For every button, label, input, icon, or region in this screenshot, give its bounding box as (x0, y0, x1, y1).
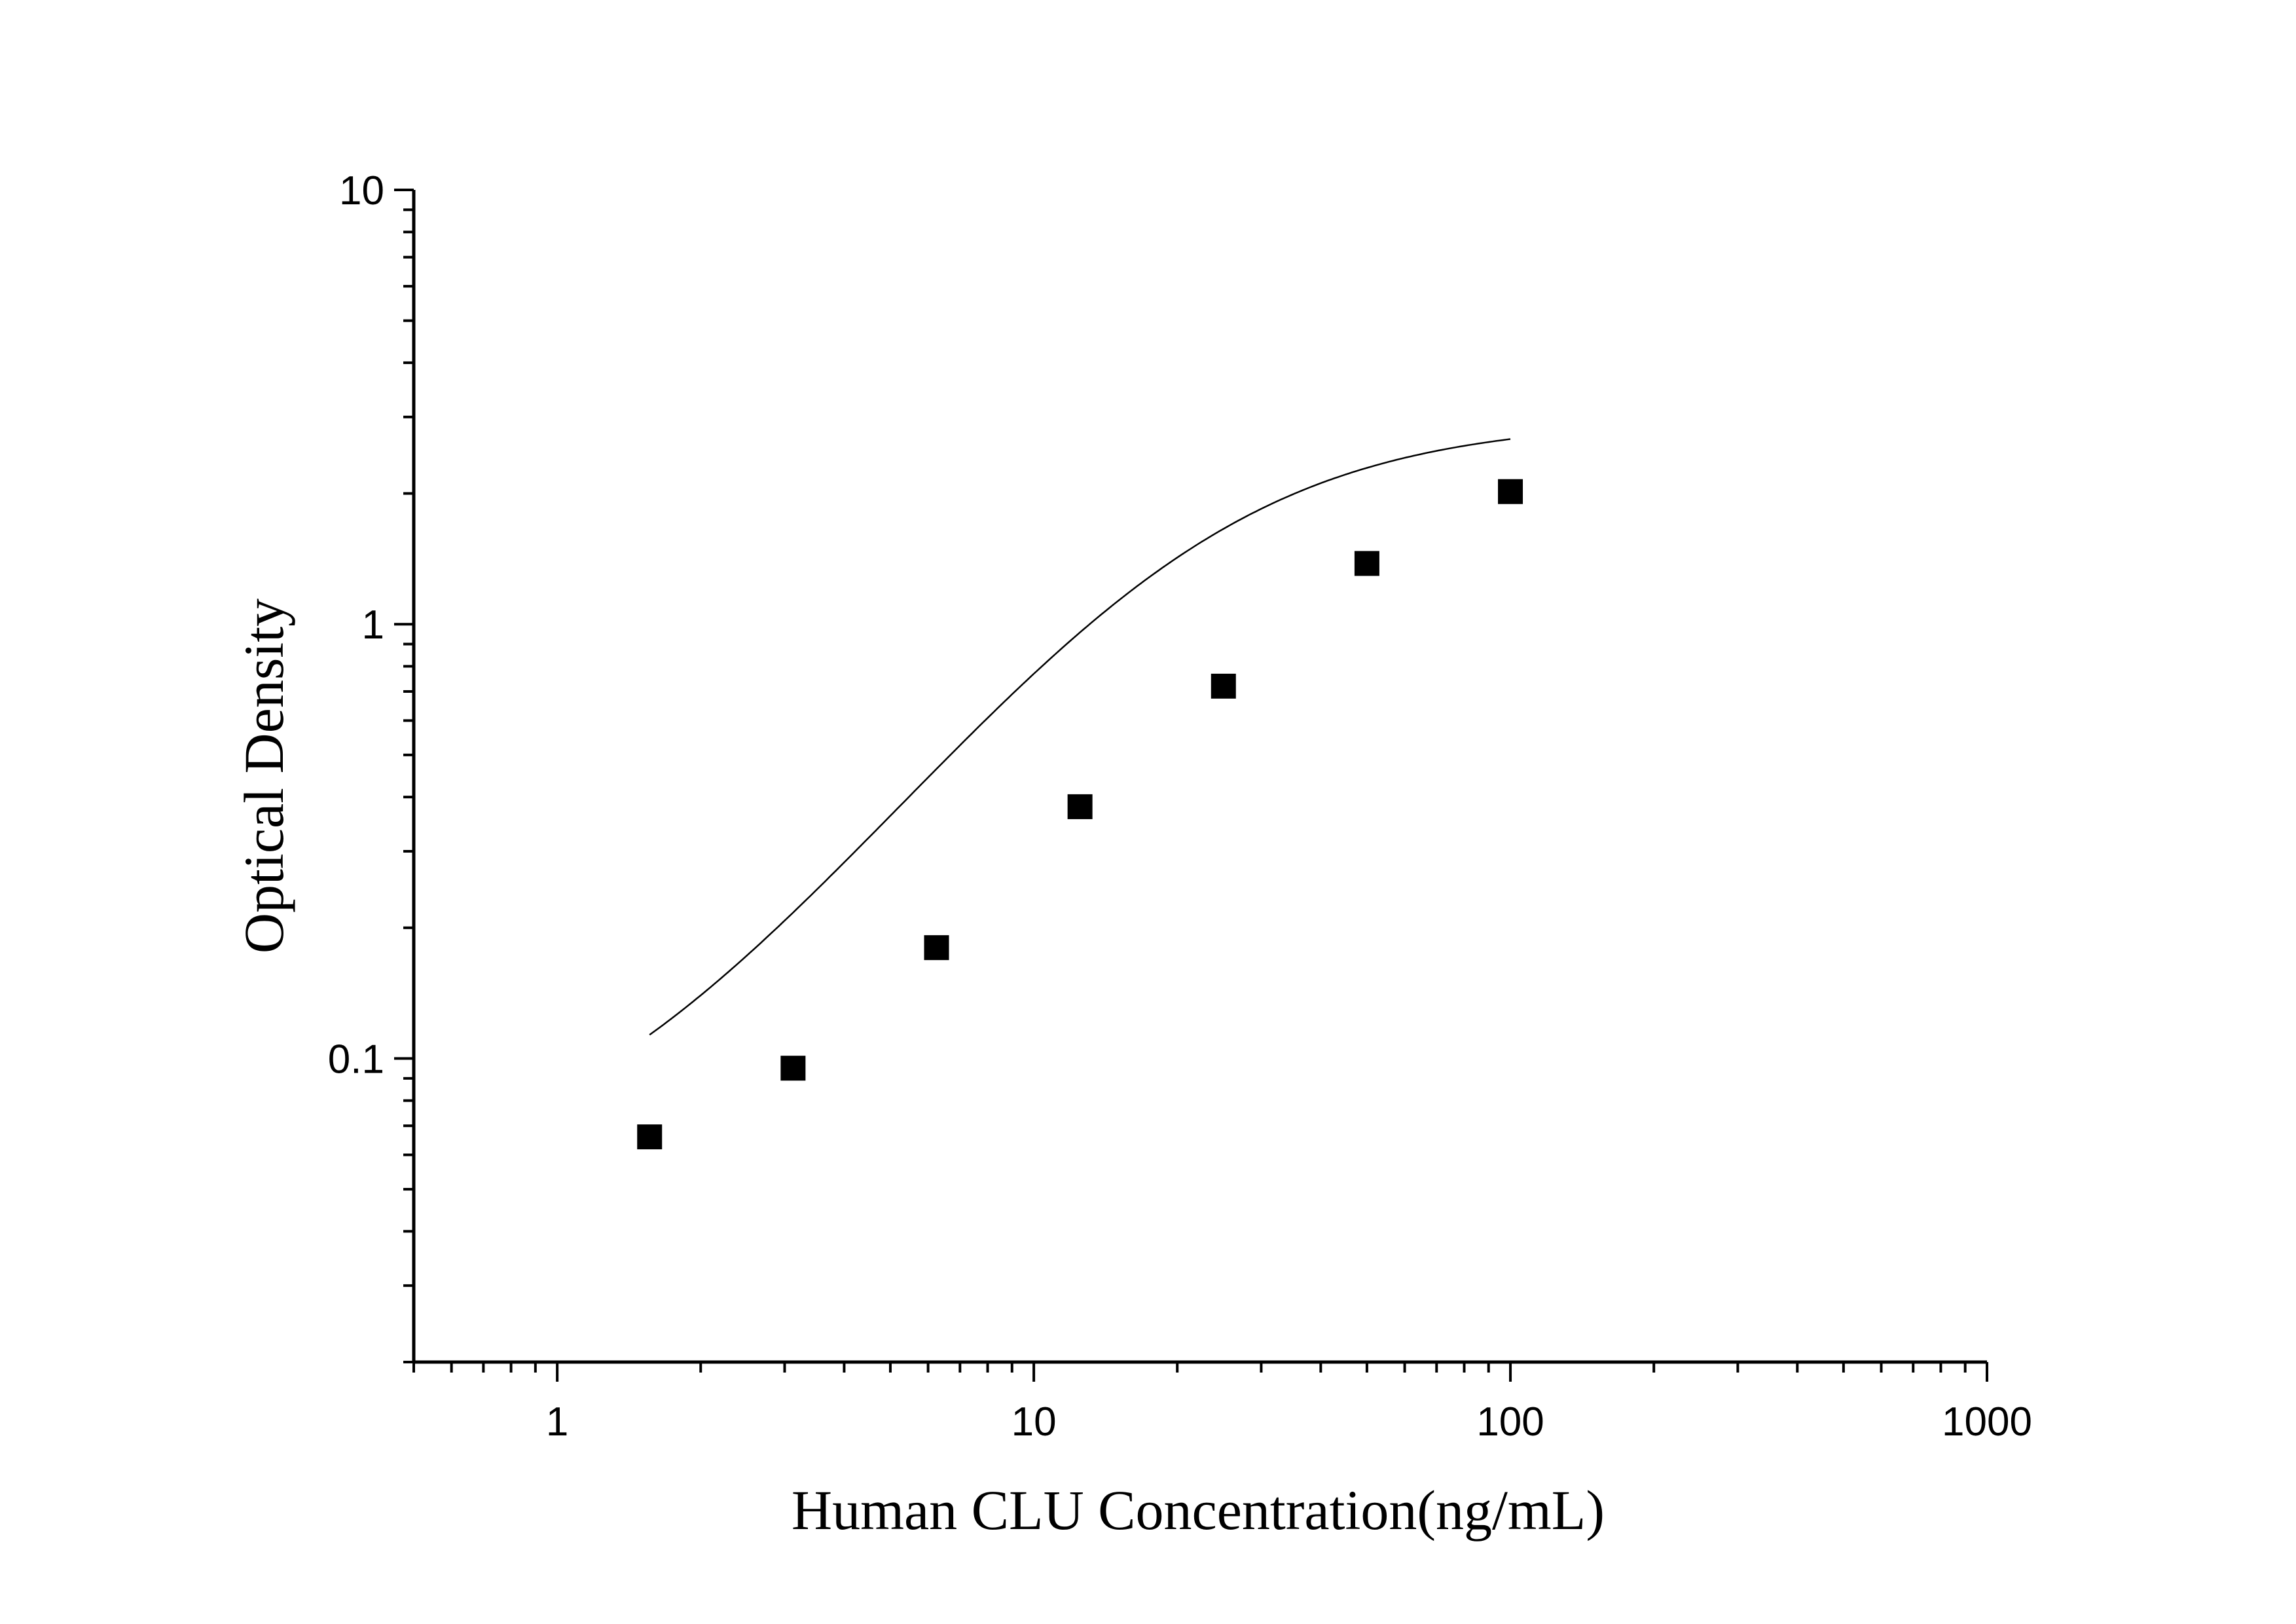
fit-curve (649, 438, 1511, 1036)
x-axis-title: Human CLU Concentration(ng/mL) (792, 1479, 1605, 1541)
x-tick-label: 10 (1011, 1399, 1057, 1445)
x-tick-label: 1 (546, 1399, 568, 1445)
data-point (924, 935, 949, 961)
data-point (1067, 794, 1093, 819)
x-tick-label: 1000 (1942, 1399, 2032, 1445)
data-point (637, 1124, 663, 1150)
data-point (1498, 479, 1523, 504)
x-ticks: 1 10 100 1000 (412, 1362, 2032, 1445)
y-tick-label: 10 (339, 168, 384, 213)
axes: 1 10 100 1000 0.1 1 10 (328, 168, 2032, 1445)
data-point (780, 1056, 806, 1081)
x-tick-label: 100 (1476, 1399, 1544, 1445)
data-points (637, 479, 1523, 1150)
data-point (1354, 551, 1379, 576)
y-ticks: 0.1 1 10 (328, 168, 414, 1363)
y-tick-label: 1 (362, 602, 384, 648)
data-point (1211, 673, 1236, 699)
y-tick-label: 0.1 (328, 1037, 384, 1082)
y-axis-title: Optical Density (232, 599, 295, 953)
